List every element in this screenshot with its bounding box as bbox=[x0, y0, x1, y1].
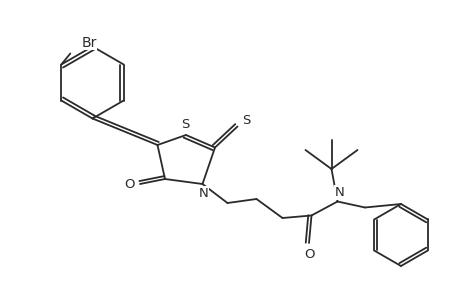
Text: S: S bbox=[242, 114, 250, 127]
Text: O: O bbox=[303, 248, 313, 260]
Text: N: N bbox=[198, 187, 208, 200]
Text: O: O bbox=[124, 178, 135, 190]
Text: S: S bbox=[180, 118, 189, 130]
Text: Br: Br bbox=[81, 35, 96, 50]
Text: N: N bbox=[335, 186, 344, 199]
